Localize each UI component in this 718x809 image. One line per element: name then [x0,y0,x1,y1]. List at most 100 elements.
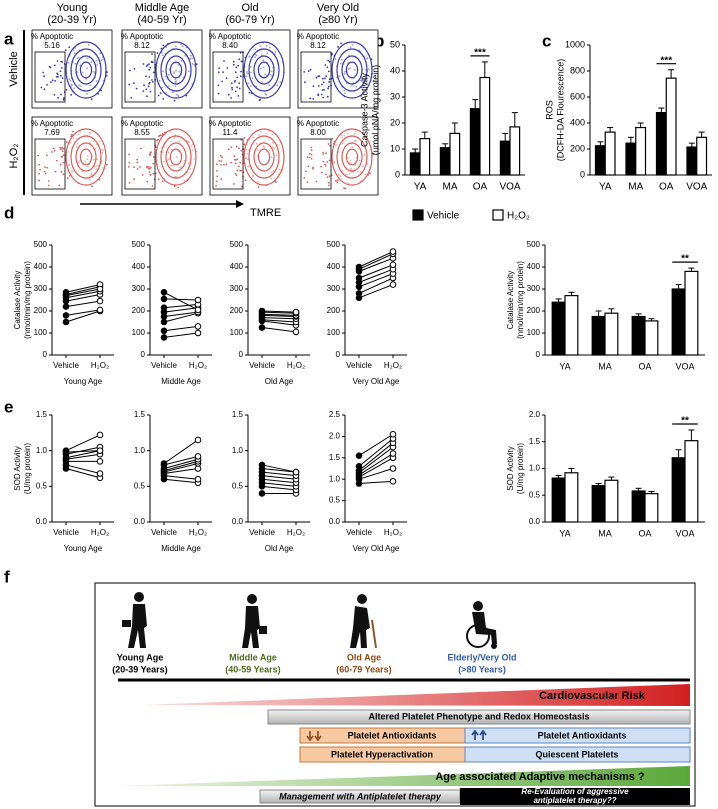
pair-point [194,323,202,330]
event-dot [235,159,237,161]
event-dot [159,92,162,94]
event-dot [217,92,220,95]
pair-point [389,248,397,255]
bar [449,132,461,176]
event-dot [146,95,148,98]
management-label: Management with Antiplatelet therapy [279,791,442,801]
event-dot [220,160,223,163]
event-dot [141,174,144,176]
pair-line [163,303,199,309]
event-dot [307,165,310,168]
bar [564,472,579,523]
gate-value: 5.16 [44,41,60,50]
event-dot [160,134,162,137]
pair-line [261,471,297,477]
x-tick-label: Vehicle [151,361,177,370]
event-dot [146,166,149,169]
chart: 0 100 200 300 400 500 Catalase Activity (nmol/m… [13,240,114,386]
event-dot [42,71,45,74]
bar [469,108,481,176]
event-dot [320,171,323,174]
y-axis-label: (U/mg protein) [23,443,32,494]
y-axis-label: (DCFH-DA Flourescence) [555,59,565,162]
x-axis-label: Middle Age [161,544,201,553]
pair-point [355,290,363,297]
pair-line [358,268,394,283]
panel-letter: d [4,203,14,222]
y-tick-label: 1.5 [529,437,541,446]
event-dot [40,86,43,89]
pair-line [358,253,394,270]
y-tick-label: 100 [327,328,341,337]
event-dot [195,63,198,65]
y-tick-label: 200 [327,306,341,315]
event-dot [142,63,145,65]
x-tick-label: Vehicle [346,528,372,537]
event-dot [37,154,40,157]
legend-label: H₂O₂ [507,211,530,222]
pair-line [261,464,297,473]
gate-title: % Apoptotic [121,119,163,128]
pair-point [160,327,168,335]
x-tick-label: H₂O₂ [189,361,207,370]
y-tick-label: 400 [570,117,585,127]
event-dot [38,172,40,175]
pair-point [194,475,202,483]
event-dot [238,87,241,90]
y-tick-label: 200 [34,306,48,315]
pair-line [65,464,101,474]
y-tick-label: 0.0 [529,517,541,526]
pair-point [194,329,202,337]
event-dot [322,160,325,163]
pair-line [358,446,394,474]
event-dot [148,82,151,85]
significance-label: *** [660,55,672,66]
contour [155,41,197,99]
event-dot [326,95,329,98]
x-tick-label: Vehicle [249,528,275,537]
pair-line [163,291,199,311]
pair-line [65,286,101,295]
y-tick-label: 1.5 [329,453,341,462]
event-dot [161,133,164,135]
x-axis-label: Old Age [265,377,294,386]
event-dot [215,184,218,187]
x-tick-label: OA [638,528,651,538]
pair-line [261,319,297,323]
x-axis-label: Young Age [64,544,103,553]
column-range: (20-39 Yr) [47,14,96,26]
pair-point [96,306,104,314]
pair-line [163,463,199,473]
pair-point [355,452,363,459]
y-tick-label: 400 [132,262,146,271]
y-tick-label: 400 [327,262,341,271]
contour [243,41,285,99]
event-dot [65,89,68,91]
event-dot [155,146,157,149]
x-tick-label: YA [559,528,570,538]
contour [165,55,187,85]
x-tick-label: YA [599,182,612,193]
pair-line [261,313,297,316]
gate-title: % Apoptotic [31,119,73,128]
event-dot [310,153,313,156]
bar [671,457,686,523]
risk-label: Cardiovascular Risk [539,690,646,702]
pair-line [65,453,101,460]
event-dot [50,81,52,84]
event-dot [62,173,65,176]
event-dot [234,79,237,82]
y-axis-label: (umol pNA/mg protein) [370,65,380,156]
x-tick-label: OA [473,182,488,193]
y-tick-label: 400 [230,262,244,271]
event-dot [43,75,45,78]
event-dot [39,168,41,171]
contour [248,135,280,179]
event-dot [149,173,152,176]
pair-line [163,468,199,474]
pair-line [358,273,394,288]
bar [551,477,566,523]
y-tick-label: 300 [34,284,48,293]
